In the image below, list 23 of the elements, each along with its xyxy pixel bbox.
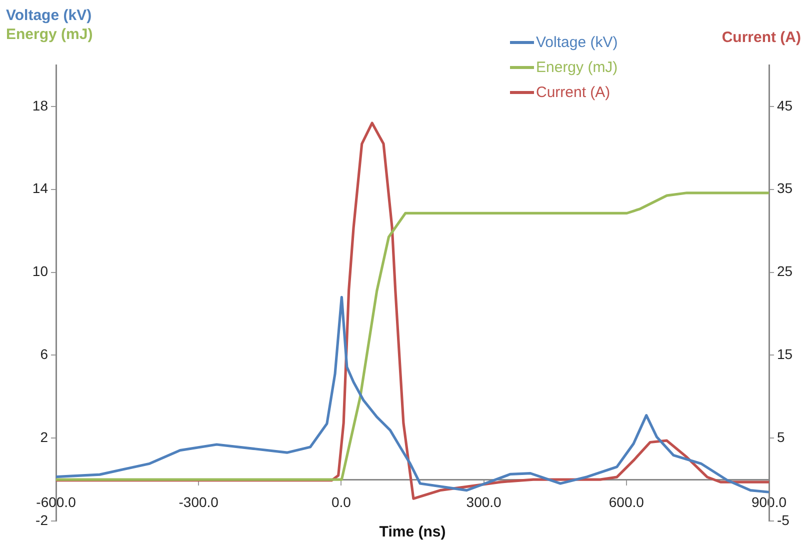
x-tick-label: 300.0 xyxy=(466,494,502,510)
x-tick-label: -600.0 xyxy=(36,494,76,510)
y-tick-label: -2 xyxy=(36,512,48,528)
legend-label: Voltage (kV) xyxy=(536,33,618,53)
x-axis-title: Time (ns) xyxy=(379,523,446,540)
x-tick-label: 600.0 xyxy=(608,494,644,510)
y-tick-label: 18 xyxy=(32,97,48,114)
y2-tick-label: -5 xyxy=(777,512,790,528)
y-tick-label: 6 xyxy=(40,346,48,362)
y2-tick-label: 25 xyxy=(777,263,793,280)
y2-tick-label: 15 xyxy=(777,346,793,362)
legend-label: Energy (mJ) xyxy=(536,58,618,78)
y2-tick-label: 35 xyxy=(777,180,793,196)
y2-axis-title: Current (A) xyxy=(722,28,801,47)
y-tick-label: 2 xyxy=(40,428,48,445)
y-tick-label: 14 xyxy=(32,180,48,196)
y2-tick-label: 45 xyxy=(777,97,793,114)
x-tick-label: 0.0 xyxy=(331,494,352,510)
x-tick-label: -300.0 xyxy=(178,494,219,510)
legend-label: Current (A) xyxy=(536,83,610,103)
y-axis-title: Voltage (kV) Energy (mJ) xyxy=(6,6,93,44)
y2-tick-label: 5 xyxy=(777,428,785,445)
y-tick-label: 10 xyxy=(32,263,48,280)
